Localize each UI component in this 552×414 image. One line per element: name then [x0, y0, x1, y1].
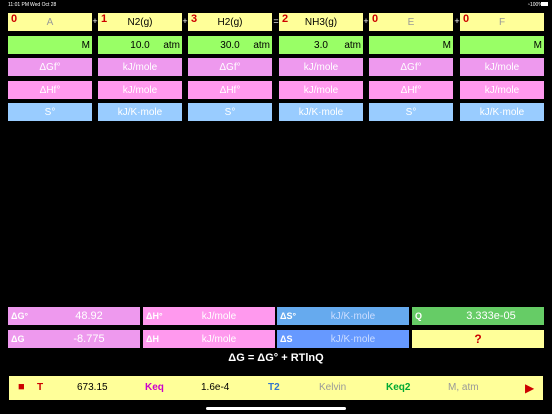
species-name[interactable]: H2(g): [217, 16, 243, 28]
species-name-cell[interactable]: 2 NH3(g): [279, 13, 363, 31]
species-name[interactable]: E: [407, 16, 415, 28]
delta-hf-cell[interactable]: kJ/mole: [98, 81, 182, 99]
concentration-value[interactable]: 3.0: [314, 39, 328, 51]
concentration-unit: M: [442, 39, 451, 51]
entropy-cell[interactable]: S°: [369, 103, 453, 121]
entropy-cell[interactable]: kJ/K·mole: [460, 103, 544, 121]
concentration-unit: atm: [163, 39, 180, 51]
t2-label: T2: [268, 382, 280, 393]
reaction-operator: +: [182, 16, 188, 26]
delta-g-value: -8.775: [73, 333, 105, 345]
concentration-unit: M: [533, 39, 542, 51]
delta-h-value: kJ/mole: [201, 333, 237, 345]
entropy-cell[interactable]: kJ/K·mole: [279, 103, 363, 121]
delta-s0-cell[interactable]: ΔS° kJ/K·mole: [277, 307, 409, 325]
concentration-cell[interactable]: 10.0 atm: [98, 36, 182, 54]
reaction-operator: +: [454, 16, 460, 26]
reaction-operator: =: [273, 16, 279, 26]
delta-g0-label: ΔG°: [11, 311, 29, 321]
delta-gf-cell[interactable]: ΔGf°: [8, 58, 92, 76]
concentration-unit: atm: [344, 39, 361, 51]
species-name[interactable]: F: [498, 16, 506, 28]
concentration-cell[interactable]: M: [460, 36, 544, 54]
reaction-operator: +: [363, 16, 369, 26]
delta-gf-cell[interactable]: kJ/mole: [98, 58, 182, 76]
concentration-unit: M: [81, 39, 90, 51]
delta-g-cell[interactable]: ΔG -8.775: [8, 330, 140, 348]
concentration-cell[interactable]: M: [8, 36, 92, 54]
concentration-value[interactable]: 10.0: [130, 39, 150, 51]
stop-icon[interactable]: ■: [18, 381, 25, 393]
species-name-cell[interactable]: 1 N2(g): [98, 13, 182, 31]
delta-hf-cell[interactable]: ΔHf°: [369, 81, 453, 99]
species-name[interactable]: N2(g): [127, 16, 153, 28]
status-date: Wed Oct 28: [30, 2, 57, 8]
entropy-cell[interactable]: kJ/K·mole: [98, 103, 182, 121]
reaction-operator: +: [92, 16, 98, 26]
delta-hf-cell[interactable]: ΔHf°: [188, 81, 272, 99]
unknown-value: ?: [474, 332, 482, 346]
species-coefficient[interactable]: 0: [372, 13, 379, 25]
q-cell[interactable]: Q 3.333e-05: [412, 307, 544, 325]
delta-g0-value: 48.92: [75, 310, 103, 322]
species-coefficient[interactable]: 1: [101, 13, 108, 25]
delta-s0-value: kJ/K·mole: [330, 310, 376, 322]
bottom-bar: ■ T 673.15 Keq 1.6e-4 T2 Kelvin Keq2 M, …: [9, 376, 543, 400]
delta-hf-cell[interactable]: kJ/mole: [279, 81, 363, 99]
delta-h0-label: ΔH°: [146, 311, 163, 321]
delta-gf-cell[interactable]: kJ/mole: [279, 58, 363, 76]
battery-icon: [541, 2, 548, 6]
delta-s-value: kJ/K·mole: [330, 333, 376, 345]
t-label: T: [37, 382, 44, 393]
delta-s-label: ΔS: [280, 334, 293, 344]
delta-g-label: ΔG: [11, 334, 25, 344]
delta-h-label: ΔH: [146, 334, 159, 344]
status-time: 11:01 PM: [8, 2, 30, 8]
delta-g0-cell[interactable]: ΔG° 48.92: [8, 307, 140, 325]
play-icon[interactable]: ▶: [525, 381, 535, 395]
delta-gf-cell[interactable]: ΔGf°: [188, 58, 272, 76]
delta-h-cell[interactable]: ΔH kJ/mole: [143, 330, 275, 348]
t-value[interactable]: 673.15: [77, 382, 108, 393]
concentration-cell[interactable]: 30.0 atm: [188, 36, 272, 54]
species-coefficient[interactable]: 3: [191, 13, 198, 25]
delta-h0-value: kJ/mole: [201, 310, 237, 322]
species-coefficient[interactable]: 0: [463, 13, 470, 25]
keq2-label: Keq2: [386, 382, 411, 393]
delta-hf-cell[interactable]: kJ/mole: [460, 81, 544, 99]
concentration-cell[interactable]: M: [369, 36, 453, 54]
home-indicator: [206, 407, 346, 410]
delta-hf-cell[interactable]: ΔHf°: [8, 81, 92, 99]
delta-s0-label: ΔS°: [280, 311, 297, 321]
battery-level: 100%: [530, 2, 543, 8]
delta-gf-cell[interactable]: ΔGf°: [369, 58, 453, 76]
species-name[interactable]: NH3(g): [304, 16, 338, 28]
wifi-icon: ◔: [526, 2, 530, 8]
species-name-cell[interactable]: 3 H2(g): [188, 13, 272, 31]
t2-unit[interactable]: Kelvin: [319, 382, 347, 393]
delta-gf-cell[interactable]: kJ/mole: [460, 58, 544, 76]
species-coefficient[interactable]: 2: [282, 13, 289, 25]
concentration-unit: atm: [253, 39, 270, 51]
q-value: 3.333e-05: [466, 310, 516, 322]
entropy-cell[interactable]: S°: [188, 103, 272, 121]
keq-value[interactable]: 1.6e-4: [201, 382, 230, 393]
species-coefficient[interactable]: 0: [11, 13, 18, 25]
equation-text: ΔG = ΔG° + RTlnQ: [228, 352, 324, 364]
q-label: Q: [415, 311, 423, 321]
entropy-cell[interactable]: S°: [8, 103, 92, 121]
concentration-cell[interactable]: 3.0 atm: [279, 36, 363, 54]
delta-s-cell[interactable]: ΔS kJ/K·mole: [277, 330, 409, 348]
species-name[interactable]: A: [46, 16, 54, 28]
unknown-cell[interactable]: ?: [412, 330, 544, 348]
concentration-value[interactable]: 30.0: [220, 39, 240, 51]
keq-label: Keq: [145, 382, 164, 393]
delta-h0-cell[interactable]: ΔH° kJ/mole: [143, 307, 275, 325]
keq2-unit[interactable]: M, atm: [448, 382, 479, 393]
